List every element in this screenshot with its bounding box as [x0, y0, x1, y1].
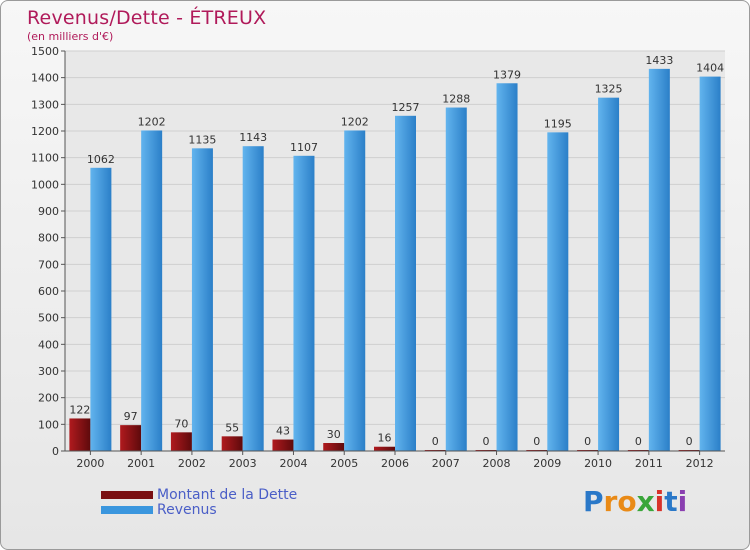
bar-dette — [170, 432, 192, 451]
logo-letter: i — [677, 485, 688, 518]
y-tick-label: 400 — [38, 338, 59, 351]
bar-dette — [374, 446, 395, 451]
bar-dette — [221, 436, 243, 451]
legend-swatch-revenus — [101, 505, 153, 514]
data-label-revenus: 1195 — [544, 117, 572, 130]
data-label-revenus: 1143 — [239, 131, 267, 144]
y-tick-label: 300 — [38, 365, 59, 378]
proxiti-logo: Proxiti — [583, 485, 687, 518]
bar-revenus — [598, 97, 620, 452]
y-tick-label: 100 — [38, 418, 59, 431]
data-label-dette: 0 — [533, 435, 540, 448]
bar-revenus — [395, 115, 416, 452]
y-tick-label: 200 — [38, 392, 59, 405]
bar-dette — [69, 418, 91, 451]
data-label-dette: 0 — [483, 435, 490, 448]
data-label-revenus: 1257 — [392, 101, 420, 114]
bar-revenus — [191, 148, 213, 452]
data-label-dette: 70 — [174, 417, 188, 430]
x-tick-label: 2000 — [76, 457, 104, 470]
y-tick-label: 900 — [38, 205, 59, 218]
data-label-dette: 55 — [225, 421, 239, 434]
bar-revenus — [445, 107, 467, 452]
bar-revenus — [648, 68, 670, 451]
logo-letter: i — [654, 485, 665, 518]
y-tick-label: 1500 — [31, 45, 59, 58]
bar-revenus — [90, 167, 112, 452]
data-label-dette: 0 — [635, 435, 642, 448]
y-tick-label: 700 — [38, 258, 59, 271]
logo-letter: r — [603, 485, 618, 518]
y-tick-label: 0 — [52, 445, 59, 458]
bar-revenus — [141, 130, 163, 451]
legend-swatch-dette — [101, 490, 153, 499]
data-label-dette: 16 — [378, 432, 392, 445]
data-label-revenus: 1062 — [87, 153, 115, 166]
bar-revenus — [699, 76, 721, 451]
data-label-dette: 0 — [432, 435, 439, 448]
x-tick-label: 2005 — [330, 457, 358, 470]
data-label-revenus: 1325 — [595, 83, 623, 96]
legend-item-revenus: Revenus — [101, 501, 297, 518]
bar-revenus — [293, 155, 315, 452]
data-label-revenus: 1404 — [696, 62, 724, 75]
y-tick-label: 800 — [38, 232, 59, 245]
data-label-revenus: 1107 — [290, 141, 318, 154]
y-tick-label: 600 — [38, 285, 59, 298]
x-tick-label: 2011 — [635, 457, 663, 470]
bar-dette — [323, 443, 345, 451]
y-tick-label: 1000 — [31, 178, 59, 191]
data-label-dette: 30 — [327, 428, 341, 441]
x-tick-label: 2001 — [127, 457, 155, 470]
data-label-dette: 97 — [124, 410, 138, 423]
x-tick-label: 2004 — [279, 457, 307, 470]
data-label-revenus: 1202 — [138, 115, 166, 128]
bar-revenus — [496, 83, 518, 452]
y-tick-label: 1400 — [31, 72, 59, 85]
x-tick-label: 2012 — [686, 457, 714, 470]
legend: Montant de la Dette Revenus — [101, 486, 298, 518]
legend-label-dette: Montant de la Dette — [157, 486, 298, 503]
data-label-revenus: 1433 — [645, 54, 673, 67]
logo-letter: P — [583, 485, 604, 518]
data-label-revenus: 1379 — [493, 68, 521, 81]
x-tick-label: 2010 — [584, 457, 612, 470]
data-label-dette: 122 — [69, 403, 90, 416]
y-tick-label: 1100 — [31, 152, 59, 165]
bar-revenus — [344, 130, 366, 451]
y-tick-label: 1300 — [31, 98, 59, 111]
chart-subtitle: (en milliers d'€) — [27, 30, 114, 43]
legend-label-revenus: Revenus — [157, 501, 217, 518]
data-label-revenus: 1135 — [188, 133, 216, 146]
data-label-dette: 0 — [686, 435, 693, 448]
bar-revenus — [547, 132, 569, 452]
data-label-revenus: 1202 — [341, 115, 369, 128]
bar-dette — [120, 425, 142, 451]
data-label-revenus: 1288 — [442, 93, 470, 106]
chart-title: Revenus/Dette - ÉTREUX — [27, 7, 267, 29]
axes — [61, 50, 725, 455]
logo-letter: o — [617, 485, 637, 518]
bar-revenus — [242, 146, 264, 451]
y-tick-label: 1200 — [31, 125, 59, 138]
bars — [69, 68, 721, 452]
logo-letter: x — [636, 485, 655, 518]
y-tick-label: 500 — [38, 312, 59, 325]
x-tick-label: 2002 — [178, 457, 206, 470]
x-tick-label: 2008 — [483, 457, 511, 470]
data-label-dette: 43 — [276, 425, 290, 438]
bar-dette — [272, 439, 294, 451]
data-label-dette: 0 — [584, 435, 591, 448]
x-tick-label: 2003 — [229, 457, 257, 470]
x-tick-label: 2007 — [432, 457, 460, 470]
labels: 0100200300400500600700800900100011001200… — [31, 45, 724, 470]
logo-letter: t — [664, 485, 678, 518]
legend-item-dette: Montant de la Dette — [101, 486, 298, 503]
x-tick-label: 2006 — [381, 457, 409, 470]
x-tick-label: 2009 — [533, 457, 561, 470]
